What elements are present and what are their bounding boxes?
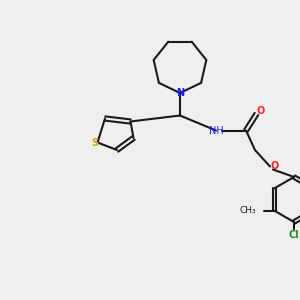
Text: S: S [91, 137, 98, 148]
Text: O: O [257, 106, 265, 116]
Text: Cl: Cl [289, 230, 299, 240]
Text: NH: NH [208, 125, 224, 136]
Text: CH₃: CH₃ [240, 206, 256, 215]
Text: N: N [176, 88, 184, 98]
Text: O: O [270, 161, 279, 172]
